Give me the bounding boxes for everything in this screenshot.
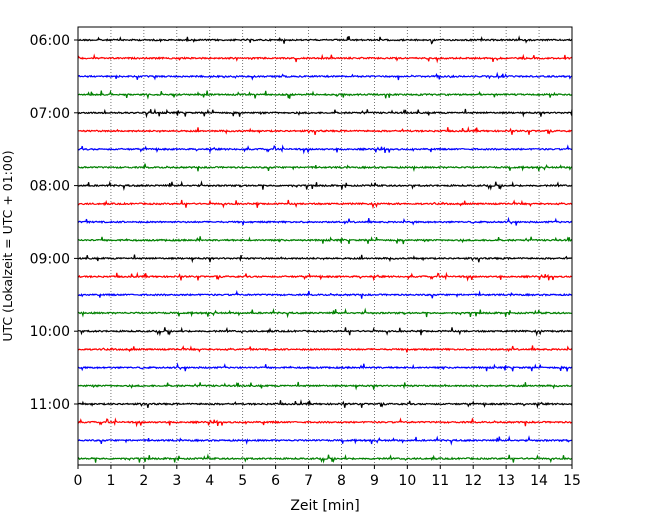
trace-row bbox=[78, 35, 573, 45]
x-tick-label: 8 bbox=[337, 473, 346, 489]
trace-row bbox=[77, 307, 573, 319]
y-axis-label: UTC (Lokalzeit = UTC + 01:00) bbox=[0, 150, 15, 341]
x-tick-label: 7 bbox=[304, 473, 313, 489]
y-tick-label: 11:00 bbox=[30, 397, 70, 413]
y-ticks: 06:00 07:00 08:00 09:00 10:00 11:00 bbox=[30, 33, 78, 413]
x-tick-label: 15 bbox=[563, 473, 581, 489]
x-tick-label: 6 bbox=[271, 473, 280, 489]
trace-row bbox=[77, 236, 573, 245]
y-tick-label: 08:00 bbox=[30, 179, 70, 195]
trace-row bbox=[77, 435, 573, 446]
trace-row bbox=[77, 199, 573, 210]
trace-row bbox=[77, 399, 573, 409]
x-axis-label: Zeit [min] bbox=[290, 498, 359, 514]
y-tick-label: 07:00 bbox=[30, 106, 70, 122]
trace-row bbox=[77, 89, 573, 100]
grid-layer bbox=[110, 27, 540, 465]
x-tick-label: 11 bbox=[431, 473, 449, 489]
x-tick-label: 12 bbox=[464, 473, 482, 489]
x-tick-label: 14 bbox=[530, 473, 548, 489]
x-tick-label: 9 bbox=[370, 473, 379, 489]
trace-row bbox=[77, 326, 573, 337]
trace-row bbox=[77, 108, 573, 119]
trace-row bbox=[77, 53, 573, 64]
x-tick-label: 5 bbox=[238, 473, 247, 489]
trace-row bbox=[77, 254, 573, 264]
trace-row bbox=[77, 144, 573, 155]
trace-row bbox=[77, 381, 573, 391]
trace-row bbox=[77, 453, 572, 464]
x-tick-label: 4 bbox=[205, 473, 214, 489]
y-tick-label: 06:00 bbox=[30, 33, 70, 49]
trace-row bbox=[77, 163, 573, 173]
trace-row bbox=[77, 180, 573, 191]
trace-row bbox=[77, 71, 573, 81]
plot-frame bbox=[77, 26, 573, 466]
x-tick-label: 13 bbox=[497, 473, 515, 489]
x-tick-label: 10 bbox=[398, 473, 416, 489]
x-tick-label: 1 bbox=[106, 473, 115, 489]
trace-layer bbox=[77, 35, 573, 464]
trace-row bbox=[77, 271, 573, 282]
y-tick-label: 09:00 bbox=[30, 251, 70, 267]
x-tick-label: 3 bbox=[172, 473, 181, 489]
x-tick-label: 2 bbox=[139, 473, 148, 489]
trace-row bbox=[77, 362, 573, 372]
x-ticks: 0 1 2 3 4 5 6 7 8 9 10 11 12 13 14 15 bbox=[74, 465, 581, 489]
trace-row bbox=[77, 289, 573, 299]
trace-row bbox=[77, 126, 573, 136]
trace-row bbox=[77, 216, 573, 226]
y-tick-label: 10:00 bbox=[30, 324, 70, 340]
trace-row bbox=[77, 345, 573, 353]
x-tick-label: 0 bbox=[74, 473, 83, 489]
trace-row bbox=[77, 417, 573, 428]
